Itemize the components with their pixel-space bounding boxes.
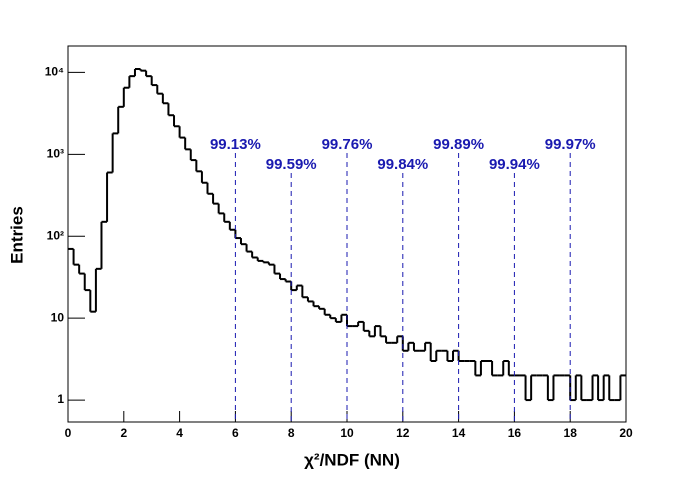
y-tick-label: 1 bbox=[57, 392, 64, 406]
x-tick-label: 10 bbox=[340, 426, 354, 440]
x-tick-label: 0 bbox=[65, 426, 72, 440]
y-tick-label: 10 bbox=[51, 310, 65, 324]
x-axis-title: χ²/NDF (NN) bbox=[304, 450, 400, 469]
x-tick-label: 2 bbox=[120, 426, 127, 440]
x-tick-label: 4 bbox=[176, 426, 183, 440]
x-tick-label: 20 bbox=[619, 426, 633, 440]
y-axis-title: Entries bbox=[7, 206, 26, 264]
x-tick-label: 18 bbox=[564, 426, 578, 440]
threshold-label: 99.89% bbox=[433, 136, 484, 153]
x-tick-label: 6 bbox=[232, 426, 239, 440]
threshold-label: 99.59% bbox=[266, 156, 317, 173]
threshold-label: 99.84% bbox=[377, 156, 428, 173]
y-tick-label: 10⁴ bbox=[45, 65, 64, 79]
x-tick-label: 14 bbox=[452, 426, 466, 440]
threshold-label: 99.13% bbox=[210, 136, 261, 153]
threshold-label: 99.97% bbox=[545, 136, 596, 153]
y-tick-label: 10² bbox=[47, 228, 64, 242]
threshold-label: 99.94% bbox=[489, 156, 540, 173]
x-tick-label: 16 bbox=[508, 426, 522, 440]
x-tick-label: 8 bbox=[288, 426, 295, 440]
x-tick-label: 12 bbox=[396, 426, 410, 440]
threshold-label: 99.76% bbox=[322, 136, 373, 153]
y-tick-label: 10³ bbox=[47, 146, 64, 160]
